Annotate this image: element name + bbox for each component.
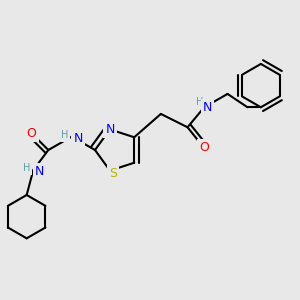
- Text: S: S: [109, 167, 117, 180]
- Text: O: O: [27, 127, 37, 140]
- Text: H: H: [22, 163, 30, 173]
- Text: H: H: [61, 130, 68, 140]
- Text: H: H: [196, 97, 203, 107]
- Text: N: N: [35, 165, 44, 178]
- Text: N: N: [105, 123, 115, 136]
- Text: O: O: [199, 141, 209, 154]
- Text: N: N: [203, 101, 212, 114]
- Text: N: N: [73, 132, 83, 145]
